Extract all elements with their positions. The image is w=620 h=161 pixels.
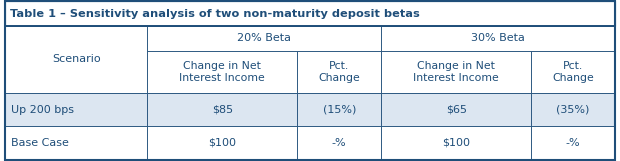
- Bar: [381, 26, 615, 51]
- Text: $100: $100: [208, 138, 236, 148]
- Bar: [148, 51, 297, 93]
- Bar: [297, 93, 381, 126]
- Bar: [381, 93, 531, 126]
- Text: 20% Beta: 20% Beta: [237, 33, 291, 43]
- Bar: [381, 51, 531, 93]
- Text: $100: $100: [442, 138, 470, 148]
- Bar: [531, 51, 615, 93]
- Bar: [381, 126, 531, 160]
- Bar: [5, 93, 148, 126]
- Text: -%: -%: [332, 138, 347, 148]
- Text: $85: $85: [212, 104, 233, 115]
- Text: Change in Net
Interest Income: Change in Net Interest Income: [179, 61, 265, 83]
- Text: Pct.
Change: Pct. Change: [552, 61, 594, 83]
- Text: -%: -%: [565, 138, 580, 148]
- Text: (15%): (15%): [322, 104, 356, 115]
- Text: Table 1 – Sensitivity analysis of two non-maturity deposit betas: Table 1 – Sensitivity analysis of two no…: [10, 9, 420, 19]
- Text: Change in Net
Interest Income: Change in Net Interest Income: [414, 61, 499, 83]
- Text: Pct.
Change: Pct. Change: [318, 61, 360, 83]
- Text: (35%): (35%): [556, 104, 590, 115]
- Bar: [297, 51, 381, 93]
- Text: Up 200 bps: Up 200 bps: [11, 104, 74, 115]
- Bar: [531, 93, 615, 126]
- Text: Scenario: Scenario: [52, 54, 100, 64]
- Bar: [5, 1, 615, 26]
- Bar: [531, 126, 615, 160]
- Text: $65: $65: [446, 104, 467, 115]
- Bar: [148, 26, 381, 51]
- Text: 30% Beta: 30% Beta: [471, 33, 525, 43]
- Bar: [5, 126, 148, 160]
- Bar: [5, 26, 148, 93]
- Bar: [148, 126, 297, 160]
- Bar: [148, 93, 297, 126]
- Text: Base Case: Base Case: [11, 138, 69, 148]
- Bar: [297, 126, 381, 160]
